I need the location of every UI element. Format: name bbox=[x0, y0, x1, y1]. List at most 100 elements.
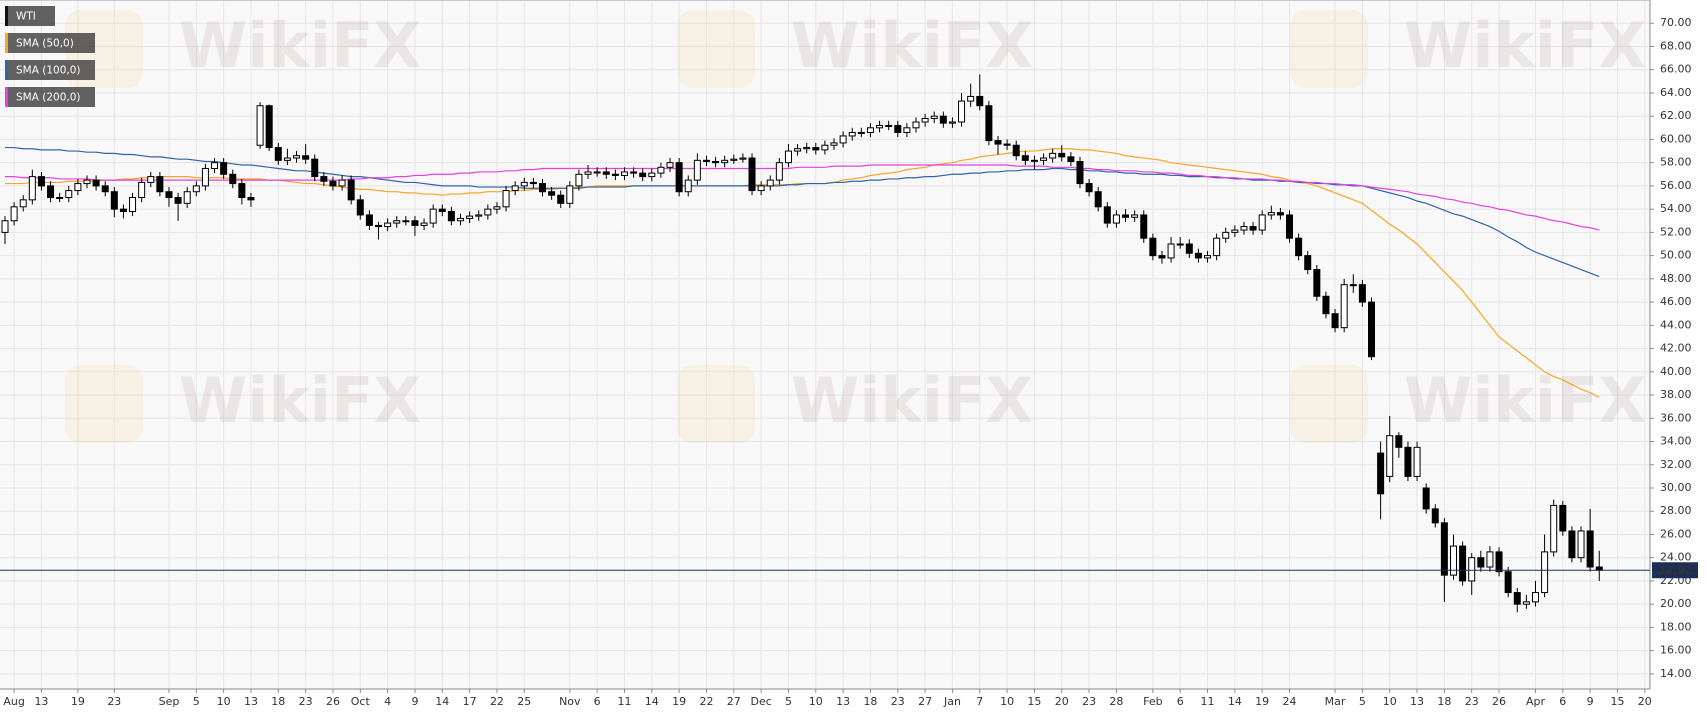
candle-body bbox=[1076, 161, 1084, 185]
candle-body bbox=[876, 124, 884, 129]
x-tick-label: 18 bbox=[863, 695, 877, 708]
candle-body bbox=[812, 147, 820, 151]
candle-body bbox=[1586, 530, 1594, 568]
candle-body bbox=[1112, 214, 1120, 224]
candle-body bbox=[37, 176, 45, 187]
x-tick-label: 26 bbox=[1492, 695, 1506, 708]
x-tick-label: 25 bbox=[517, 695, 531, 708]
candle-body bbox=[1131, 214, 1139, 218]
candle-body bbox=[1094, 191, 1102, 208]
watermark-logo bbox=[677, 10, 755, 88]
candle-body bbox=[1295, 237, 1303, 257]
candle-body bbox=[183, 191, 191, 204]
candle-body bbox=[712, 161, 720, 164]
candle-body bbox=[1213, 237, 1221, 257]
candle-body bbox=[912, 121, 920, 129]
candle-body bbox=[129, 197, 137, 212]
candle-body bbox=[1040, 157, 1048, 161]
candle-body bbox=[757, 185, 765, 192]
legend-swatch bbox=[5, 60, 8, 80]
candle-body bbox=[1568, 530, 1576, 559]
x-tick-label: 17 bbox=[463, 695, 477, 708]
legend-label: SMA (100,0) bbox=[16, 65, 81, 77]
candle-body bbox=[639, 172, 647, 178]
candle-body bbox=[593, 171, 601, 174]
y-tick-label: 50.00 bbox=[1660, 249, 1692, 262]
candle-body bbox=[994, 140, 1002, 145]
x-tick-label: 24 bbox=[1283, 695, 1297, 708]
candle-body bbox=[1386, 435, 1394, 477]
candle-body bbox=[147, 176, 155, 183]
y-tick-label: 64.00 bbox=[1660, 86, 1692, 99]
legend-box bbox=[5, 33, 95, 53]
watermark: WikiFX bbox=[179, 9, 421, 82]
candle-body bbox=[1577, 530, 1585, 559]
x-tick-label: 22 bbox=[699, 695, 713, 708]
candle-body bbox=[265, 105, 273, 149]
y-tick-label: 60.00 bbox=[1660, 132, 1692, 145]
candle-body bbox=[985, 105, 993, 142]
candle-body bbox=[921, 118, 929, 123]
candle-body bbox=[1459, 545, 1467, 582]
x-tick-label: 23 bbox=[299, 695, 313, 708]
y-tick-label: 42.00 bbox=[1660, 342, 1692, 355]
x-tick-label: Dec bbox=[750, 695, 771, 708]
candle-body bbox=[1404, 446, 1412, 477]
candle-body bbox=[1276, 212, 1284, 216]
watermark-logo bbox=[1290, 365, 1368, 443]
candle-body bbox=[721, 159, 729, 164]
x-tick-label: 13 bbox=[34, 695, 48, 708]
y-tick-label: 56.00 bbox=[1660, 179, 1692, 192]
legend-swatch bbox=[5, 87, 8, 107]
candle-body bbox=[119, 208, 127, 212]
x-tick-label: Oct bbox=[351, 695, 371, 708]
candle-body bbox=[894, 124, 902, 133]
candle-body bbox=[1185, 243, 1193, 254]
candle-body bbox=[47, 185, 55, 199]
legend-label: SMA (50,0) bbox=[16, 38, 74, 50]
x-tick-label: 10 bbox=[217, 695, 231, 708]
candle-body bbox=[1331, 313, 1339, 329]
watermark: WikiFX bbox=[1404, 364, 1646, 437]
candle-body bbox=[1413, 446, 1421, 477]
y-tick-label: 34.00 bbox=[1660, 435, 1692, 448]
x-tick-label: 23 bbox=[1082, 695, 1096, 708]
x-tick-label: 15 bbox=[1610, 695, 1624, 708]
legend: WTI SMA (50,0) SMA (100,0) SMA (200,0) bbox=[5, 6, 95, 107]
x-tick-label: Sep bbox=[159, 695, 180, 708]
x-tick-label: 10 bbox=[1000, 695, 1014, 708]
candle-body bbox=[1559, 504, 1567, 532]
y-tick-label: 18.00 bbox=[1660, 620, 1692, 633]
candle-body bbox=[566, 185, 574, 204]
candle-body bbox=[766, 179, 774, 187]
watermarks: WikiFX WikiFX WikiFX WikiFX WikiFX WikiFX bbox=[65, 9, 1646, 443]
last-price-label: 22.92 bbox=[1658, 564, 1693, 577]
candle-body bbox=[320, 176, 328, 182]
candle-body bbox=[1058, 152, 1066, 158]
candle-body bbox=[1313, 269, 1321, 297]
candle-body bbox=[201, 167, 209, 187]
candle-body bbox=[19, 199, 27, 208]
candle-body bbox=[438, 208, 446, 212]
candle-body bbox=[821, 144, 829, 151]
candle-body bbox=[229, 173, 237, 185]
x-tick-label: 9 bbox=[411, 695, 418, 708]
x-tick-label: 15 bbox=[1027, 695, 1041, 708]
candle-body bbox=[101, 185, 109, 193]
candle-body bbox=[1322, 295, 1330, 315]
candle-body bbox=[10, 206, 18, 222]
x-tick-label: 11 bbox=[617, 695, 631, 708]
x-tick-label: 18 bbox=[271, 695, 285, 708]
candle-body bbox=[784, 150, 792, 164]
x-tick-label: 23 bbox=[891, 695, 905, 708]
legend-box bbox=[5, 60, 95, 80]
x-tick-label: Aug bbox=[3, 695, 24, 708]
candle-body bbox=[948, 121, 956, 124]
candle-body bbox=[1513, 592, 1521, 605]
candle-body bbox=[1504, 571, 1512, 594]
candle-body bbox=[1531, 592, 1539, 603]
watermark: WikiFX bbox=[1404, 9, 1646, 82]
watermark-logo bbox=[65, 365, 143, 443]
candle-body bbox=[1, 220, 9, 233]
